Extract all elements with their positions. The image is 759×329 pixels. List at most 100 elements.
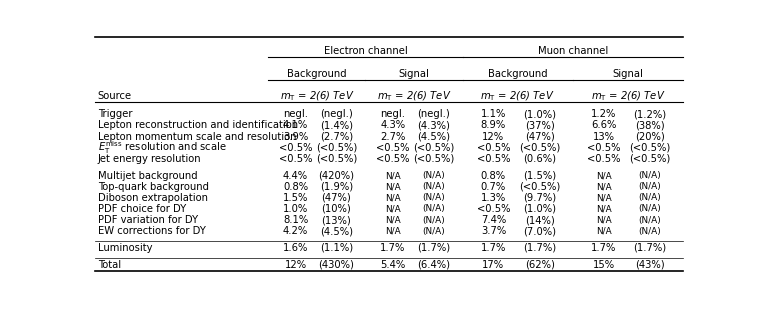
Text: N/A: N/A (385, 215, 401, 225)
Text: 0.8%: 0.8% (481, 170, 506, 181)
Text: (N/A): (N/A) (638, 227, 661, 236)
Text: (0.6%): (0.6%) (523, 154, 556, 164)
Text: (38%): (38%) (635, 120, 665, 130)
Text: (1.7%): (1.7%) (523, 243, 556, 253)
Text: (N/A): (N/A) (422, 215, 445, 225)
Text: <0.5%: <0.5% (587, 154, 620, 164)
Text: negl.: negl. (283, 109, 308, 119)
Text: (N/A): (N/A) (422, 182, 445, 191)
Text: (1.7%): (1.7%) (417, 243, 450, 253)
Text: 12%: 12% (482, 132, 505, 141)
Text: (7.0%): (7.0%) (523, 226, 556, 236)
Text: 1.5%: 1.5% (283, 193, 308, 203)
Text: (N/A): (N/A) (638, 204, 661, 214)
Text: N/A: N/A (596, 227, 612, 236)
Text: Muon channel: Muon channel (537, 46, 608, 56)
Text: (<0.5%): (<0.5%) (519, 182, 560, 192)
Text: (1.1%): (1.1%) (320, 243, 353, 253)
Text: (<0.5%): (<0.5%) (413, 154, 454, 164)
Text: N/A: N/A (596, 182, 612, 191)
Text: <0.5%: <0.5% (477, 143, 510, 153)
Text: (<0.5%): (<0.5%) (413, 143, 454, 153)
Text: Lepton reconstruction and identification: Lepton reconstruction and identification (98, 120, 298, 130)
Text: 4.1%: 4.1% (283, 120, 308, 130)
Text: N/A: N/A (596, 204, 612, 214)
Text: $E_{\rm T}^{\rm miss}$ resolution and scale: $E_{\rm T}^{\rm miss}$ resolution and sc… (98, 139, 227, 156)
Text: (4.3%): (4.3%) (417, 120, 450, 130)
Text: (6.4%): (6.4%) (417, 260, 450, 270)
Text: 1.1%: 1.1% (480, 109, 506, 119)
Text: Jet energy resolution: Jet energy resolution (98, 154, 201, 164)
Text: 2.7%: 2.7% (380, 132, 405, 141)
Text: <0.5%: <0.5% (376, 154, 409, 164)
Text: (47%): (47%) (322, 193, 351, 203)
Text: Source: Source (98, 91, 132, 101)
Text: (1.2%): (1.2%) (634, 109, 666, 119)
Text: 1.7%: 1.7% (480, 243, 506, 253)
Text: 6.6%: 6.6% (591, 120, 616, 130)
Text: N/A: N/A (385, 171, 401, 180)
Text: N/A: N/A (596, 171, 612, 180)
Text: 4.2%: 4.2% (283, 226, 308, 236)
Text: 3.9%: 3.9% (283, 132, 308, 141)
Text: <0.5%: <0.5% (587, 143, 620, 153)
Text: (9.7%): (9.7%) (523, 193, 556, 203)
Text: 15%: 15% (593, 260, 615, 270)
Text: (20%): (20%) (635, 132, 665, 141)
Text: (<0.5%): (<0.5%) (316, 154, 357, 164)
Text: (37%): (37%) (524, 120, 555, 130)
Text: 17%: 17% (482, 260, 505, 270)
Text: (420%): (420%) (318, 170, 354, 181)
Text: N/A: N/A (385, 193, 401, 202)
Text: Multijet background: Multijet background (98, 170, 197, 181)
Text: $m_{\rm T}$ = 2(6) TeV: $m_{\rm T}$ = 2(6) TeV (376, 90, 451, 103)
Text: (47%): (47%) (524, 132, 555, 141)
Text: <0.5%: <0.5% (376, 143, 409, 153)
Text: 5.4%: 5.4% (380, 260, 405, 270)
Text: <0.5%: <0.5% (477, 154, 510, 164)
Text: (<0.5%): (<0.5%) (629, 154, 671, 164)
Text: 1.3%: 1.3% (480, 193, 506, 203)
Text: N/A: N/A (385, 227, 401, 236)
Text: <0.5%: <0.5% (279, 143, 312, 153)
Text: 0.8%: 0.8% (283, 182, 308, 192)
Text: negl.: negl. (380, 109, 405, 119)
Text: (4.5%): (4.5%) (417, 132, 450, 141)
Text: (<0.5%): (<0.5%) (629, 143, 671, 153)
Text: $m_{\rm T}$ = 2(6) TeV: $m_{\rm T}$ = 2(6) TeV (280, 90, 354, 103)
Text: Background: Background (287, 69, 347, 79)
Text: EW corrections for DY: EW corrections for DY (98, 226, 206, 236)
Text: (1.4%): (1.4%) (320, 120, 353, 130)
Text: 4.3%: 4.3% (380, 120, 405, 130)
Text: (43%): (43%) (635, 260, 665, 270)
Text: (N/A): (N/A) (422, 171, 445, 180)
Text: N/A: N/A (385, 182, 401, 191)
Text: Signal: Signal (398, 69, 430, 79)
Text: (1.9%): (1.9%) (320, 182, 353, 192)
Text: (N/A): (N/A) (422, 193, 445, 202)
Text: (N/A): (N/A) (422, 204, 445, 214)
Text: 1.0%: 1.0% (283, 204, 308, 214)
Text: $m_{\rm T}$ = 2(6) TeV: $m_{\rm T}$ = 2(6) TeV (480, 90, 555, 103)
Text: 12%: 12% (285, 260, 307, 270)
Text: PDF variation for DY: PDF variation for DY (98, 215, 198, 225)
Text: 7.4%: 7.4% (480, 215, 506, 225)
Text: 8.1%: 8.1% (283, 215, 308, 225)
Text: <0.5%: <0.5% (477, 204, 510, 214)
Text: N/A: N/A (596, 215, 612, 225)
Text: 1.7%: 1.7% (591, 243, 616, 253)
Text: (1.0%): (1.0%) (523, 109, 556, 119)
Text: (4.5%): (4.5%) (320, 226, 353, 236)
Text: Signal: Signal (613, 69, 644, 79)
Text: (N/A): (N/A) (638, 193, 661, 202)
Text: 8.9%: 8.9% (480, 120, 506, 130)
Text: (10%): (10%) (322, 204, 351, 214)
Text: Lepton momentum scale and resolution: Lepton momentum scale and resolution (98, 132, 296, 141)
Text: (2.7%): (2.7%) (320, 132, 353, 141)
Text: N/A: N/A (596, 193, 612, 202)
Text: 3.7%: 3.7% (480, 226, 506, 236)
Text: (14%): (14%) (524, 215, 555, 225)
Text: (N/A): (N/A) (638, 215, 661, 225)
Text: (N/A): (N/A) (422, 227, 445, 236)
Text: Diboson extrapolation: Diboson extrapolation (98, 193, 208, 203)
